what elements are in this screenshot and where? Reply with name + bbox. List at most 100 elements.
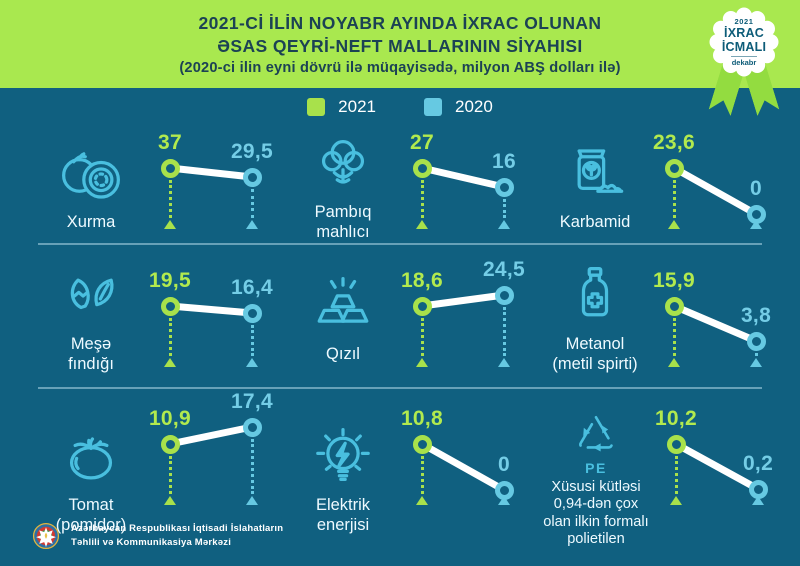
row-divider — [38, 387, 762, 389]
data-point-2021 — [664, 158, 684, 178]
value-2021: 10,8 — [400, 407, 444, 430]
legend-item-2020: 2020 — [424, 97, 493, 117]
product-identity: Metanol (metil spirti) — [534, 244, 656, 390]
legend-swatch-2020 — [424, 98, 442, 116]
baseline-marker-2020 — [246, 496, 258, 505]
slope-chart: 19,5 16,4 — [149, 266, 282, 378]
value-2020: 0 — [750, 177, 762, 200]
badge-line-1: İXRAC — [724, 26, 764, 40]
product-icon-slot — [307, 421, 379, 493]
product-card: Xurma 37 29,5 — [30, 126, 282, 244]
product-identity: Qızıl — [282, 244, 404, 390]
value-2020: 3,8 — [740, 304, 772, 327]
row-divider — [38, 243, 762, 245]
baseline-marker-2020 — [752, 496, 764, 505]
product-label: Xurma — [66, 212, 116, 231]
value-2020: 0,2 — [742, 452, 774, 475]
subtitle: (2020-ci ilin eyni dövrü ilə müqayisədə,… — [179, 59, 621, 76]
value-2020: 16,4 — [230, 276, 274, 299]
product-card: PE Xüsusi kütləsi 0,94-dən çox olan ilki… — [534, 390, 786, 566]
dotted-tail-2020 — [250, 439, 254, 494]
dotted-tail-2021 — [168, 456, 172, 494]
badge-year: 2021 — [734, 17, 754, 26]
value-2021: 37 — [158, 131, 182, 154]
export-review-badge: 2021 İXRAC İCMALI dekabr — [700, 6, 788, 120]
data-point-2021 — [664, 296, 684, 316]
data-point-2020 — [746, 331, 766, 351]
baseline-marker-2020 — [498, 358, 510, 367]
footer: Azərbaycan Respublikası İqtisadi İslahat… — [30, 520, 283, 552]
dotted-tail-2020 — [502, 199, 506, 218]
medicine-bottle-icon — [581, 267, 609, 317]
legend-label-2021: 2021 — [338, 97, 376, 116]
product-card: Karbamid 23,6 0 — [534, 126, 786, 244]
product-icon-slot — [559, 138, 631, 210]
value-2021: 18,6 — [400, 269, 444, 292]
dotted-tail-2021 — [420, 180, 424, 218]
light-bulb-icon — [316, 428, 370, 481]
baseline-marker-2021 — [416, 496, 428, 505]
dotted-tail-2020 — [502, 307, 506, 356]
organization-name: Azərbaycan Respublikası İqtisadi İslahat… — [71, 522, 283, 550]
value-2021: 19,5 — [148, 269, 192, 292]
value-2021: 15,9 — [652, 269, 696, 292]
baseline-marker-2021 — [668, 358, 680, 367]
trend-line — [166, 423, 256, 448]
data-point-2020 — [242, 417, 262, 437]
dotted-tail-2020 — [250, 325, 254, 356]
product-label: Metanol (metil spirti) — [552, 335, 638, 373]
dotted-tail-2021 — [672, 318, 676, 356]
legend-label-2020: 2020 — [455, 97, 493, 116]
title-line-1: 2021-Cİ İLİN NOYABR AYINDA İXRAC OLUNAN — [198, 13, 602, 33]
value-2021: 27 — [410, 131, 434, 154]
product-icon-slot — [307, 128, 379, 200]
trend-line — [166, 302, 256, 317]
product-label: Tomat (pomidor) — [55, 496, 127, 534]
data-point-2021 — [160, 158, 180, 178]
product-identity: Elektrik enerjisi — [282, 390, 404, 566]
product-label: Pambıq mahlıcı — [314, 203, 372, 241]
product-card: Meşə fındığı 19,5 16,4 — [30, 244, 282, 390]
data-point-2021 — [412, 158, 432, 178]
product-label: Elektrik enerjisi — [315, 496, 371, 534]
badge-rule — [731, 56, 757, 57]
value-2021: 23,6 — [652, 131, 696, 154]
product-card: Elektrik enerjisi 10,8 0 — [282, 390, 534, 566]
data-point-2020 — [746, 204, 766, 224]
slope-chart: 10,9 17,4 — [149, 390, 282, 516]
data-point-2021 — [412, 434, 432, 454]
slope-chart: 10,2 0,2 — [655, 404, 788, 516]
trend-line — [166, 164, 256, 181]
data-point-2020 — [494, 285, 514, 305]
organization-line-2: Təhlili və Kommunikasiya Mərkəzi — [71, 537, 232, 548]
baseline-marker-2021 — [416, 358, 428, 367]
baseline-marker-2020 — [498, 220, 510, 229]
dotted-tail-2021 — [672, 180, 676, 218]
hazelnut-icon — [70, 278, 114, 310]
product-card: Metanol (metil spirti) 15,9 3,8 — [534, 244, 786, 390]
value-2021: 10,2 — [654, 407, 698, 430]
trend-line — [418, 164, 508, 191]
product-icon-slot — [307, 270, 379, 342]
trend-line — [672, 440, 762, 493]
trend-line — [418, 440, 508, 494]
chart-legend: 2021 2020 — [0, 93, 800, 121]
data-point-2020 — [242, 167, 262, 187]
trend-line — [670, 164, 760, 218]
baseline-marker-2020 — [246, 358, 258, 367]
product-label: Meşə fındığı — [68, 335, 114, 373]
baseline-marker-2021 — [670, 496, 682, 505]
baseline-marker-2021 — [164, 220, 176, 229]
azerbaijan-emblem — [32, 522, 60, 550]
baseline-marker-2021 — [668, 220, 680, 229]
product-card: Pambıq mahlıcı 27 16 — [282, 126, 534, 244]
badge-line-2: İCMALI — [721, 40, 767, 54]
product-identity: Xurma — [30, 126, 152, 244]
dotted-tail-2021 — [168, 318, 172, 356]
data-point-2021 — [160, 296, 180, 316]
badge-month: dekabr — [731, 58, 757, 67]
product-label: Xüsusi kütləsi 0,94-dən çox olan ilkin f… — [543, 479, 649, 547]
dotted-tail-2021 — [420, 318, 424, 356]
baseline-marker-2020 — [750, 220, 762, 229]
